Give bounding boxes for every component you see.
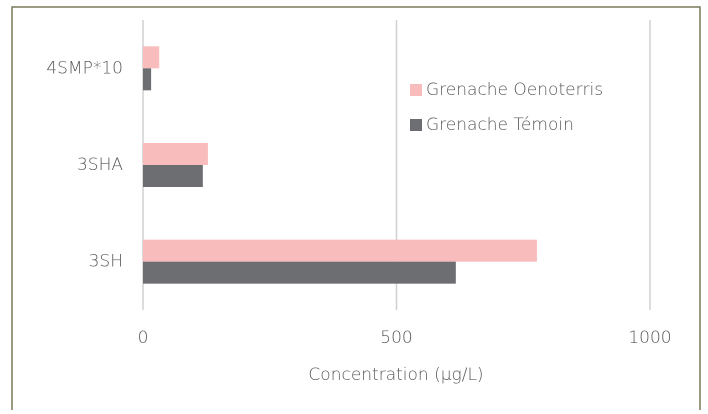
bar — [143, 239, 537, 262]
legend-swatch — [410, 119, 422, 131]
bar — [143, 68, 152, 91]
legend-label: Grenache Témoin — [426, 115, 574, 135]
bar — [143, 46, 160, 69]
x-tick-label: 500 — [380, 328, 412, 348]
x-tick-label: 0 — [138, 328, 149, 348]
x-axis-title: Concentration (µg/L) — [308, 365, 483, 385]
x-tick-label: 1000 — [628, 328, 671, 348]
legend-label: Grenache Oenoterris — [426, 80, 603, 100]
frame — [11, 6, 701, 410]
y-tick-label: 3SHA — [77, 155, 123, 175]
bar — [143, 165, 203, 187]
bar — [143, 143, 208, 165]
y-tick-label: 3SH — [89, 252, 123, 272]
y-tick-label: 4SMP*10 — [46, 58, 123, 78]
legend-swatch — [410, 84, 422, 96]
bar — [143, 261, 456, 284]
